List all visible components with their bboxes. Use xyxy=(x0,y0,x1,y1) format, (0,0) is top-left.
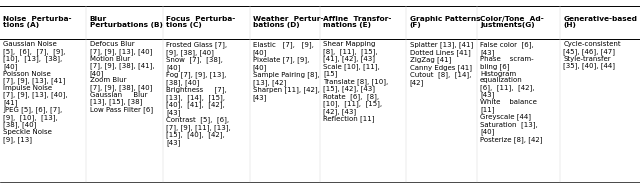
Text: Color/Tone  Ad-
justments(G): Color/Tone Ad- justments(G) xyxy=(480,16,544,29)
Text: Defocus Blur
[7], [9], [13], [40]
Motion Blur
[7], [9], [38], [41],
[40]
Zoom Bl: Defocus Blur [7], [9], [13], [40] Motion… xyxy=(90,41,154,113)
Text: Affine  Transfor-
mations (E): Affine Transfor- mations (E) xyxy=(323,16,392,29)
Text: Cycle-consistent
[45], [46], [47]
Style-transfer
[35], [40], [44]: Cycle-consistent [45], [46], [47] Style-… xyxy=(563,41,621,69)
Text: Weather  Pertur-
bations (D): Weather Pertur- bations (D) xyxy=(253,16,323,29)
Text: Graphic Patterns
(F): Graphic Patterns (F) xyxy=(410,16,480,29)
Text: Blur
Perturbations (B): Blur Perturbations (B) xyxy=(90,16,163,29)
Text: Focus  Perturba-
tions (C): Focus Perturba- tions (C) xyxy=(166,16,236,29)
Text: Shear Mapping
[8],  [11],  [15],
[41], [42], [43]
Scale [10], [11],
[15]
Transla: Shear Mapping [8], [11], [15], [41], [42… xyxy=(323,41,388,122)
Text: Frosted Glass [7],
[9], [38], [40]
Snow  [7],  [38],
[40]
Fog [7], [9], [13],
[3: Frosted Glass [7], [9], [38], [40] Snow … xyxy=(166,41,231,146)
Text: Elastic   [7],   [9],
[40]
Pixelate [7], [9],
[40]
Sample Pairing [8],
[13], [42: Elastic [7], [9], [40] Pixelate [7], [9]… xyxy=(253,41,319,101)
Text: Gaussian Noise
[5],  [6],  [7],  [9],
[10],  [13],  [38],
[40]
Poisson Noise
[7]: Gaussian Noise [5], [6], [7], [9], [10],… xyxy=(3,41,68,143)
Text: Noise  Perturba-
tions (A): Noise Perturba- tions (A) xyxy=(3,16,72,29)
Text: False color  [6],
[43]
Phase    scram-
bling [6]
Histogram
equalization
[6],  [1: False color [6], [43] Phase scram- bling… xyxy=(480,41,543,143)
Text: Generative-based
(H): Generative-based (H) xyxy=(563,16,637,29)
Text: Splatter [13], [41]
Dotted Lines [41]
ZigZag [41]
Canny Edges [41]
Cutout  [8], : Splatter [13], [41] Dotted Lines [41] Zi… xyxy=(410,41,473,86)
